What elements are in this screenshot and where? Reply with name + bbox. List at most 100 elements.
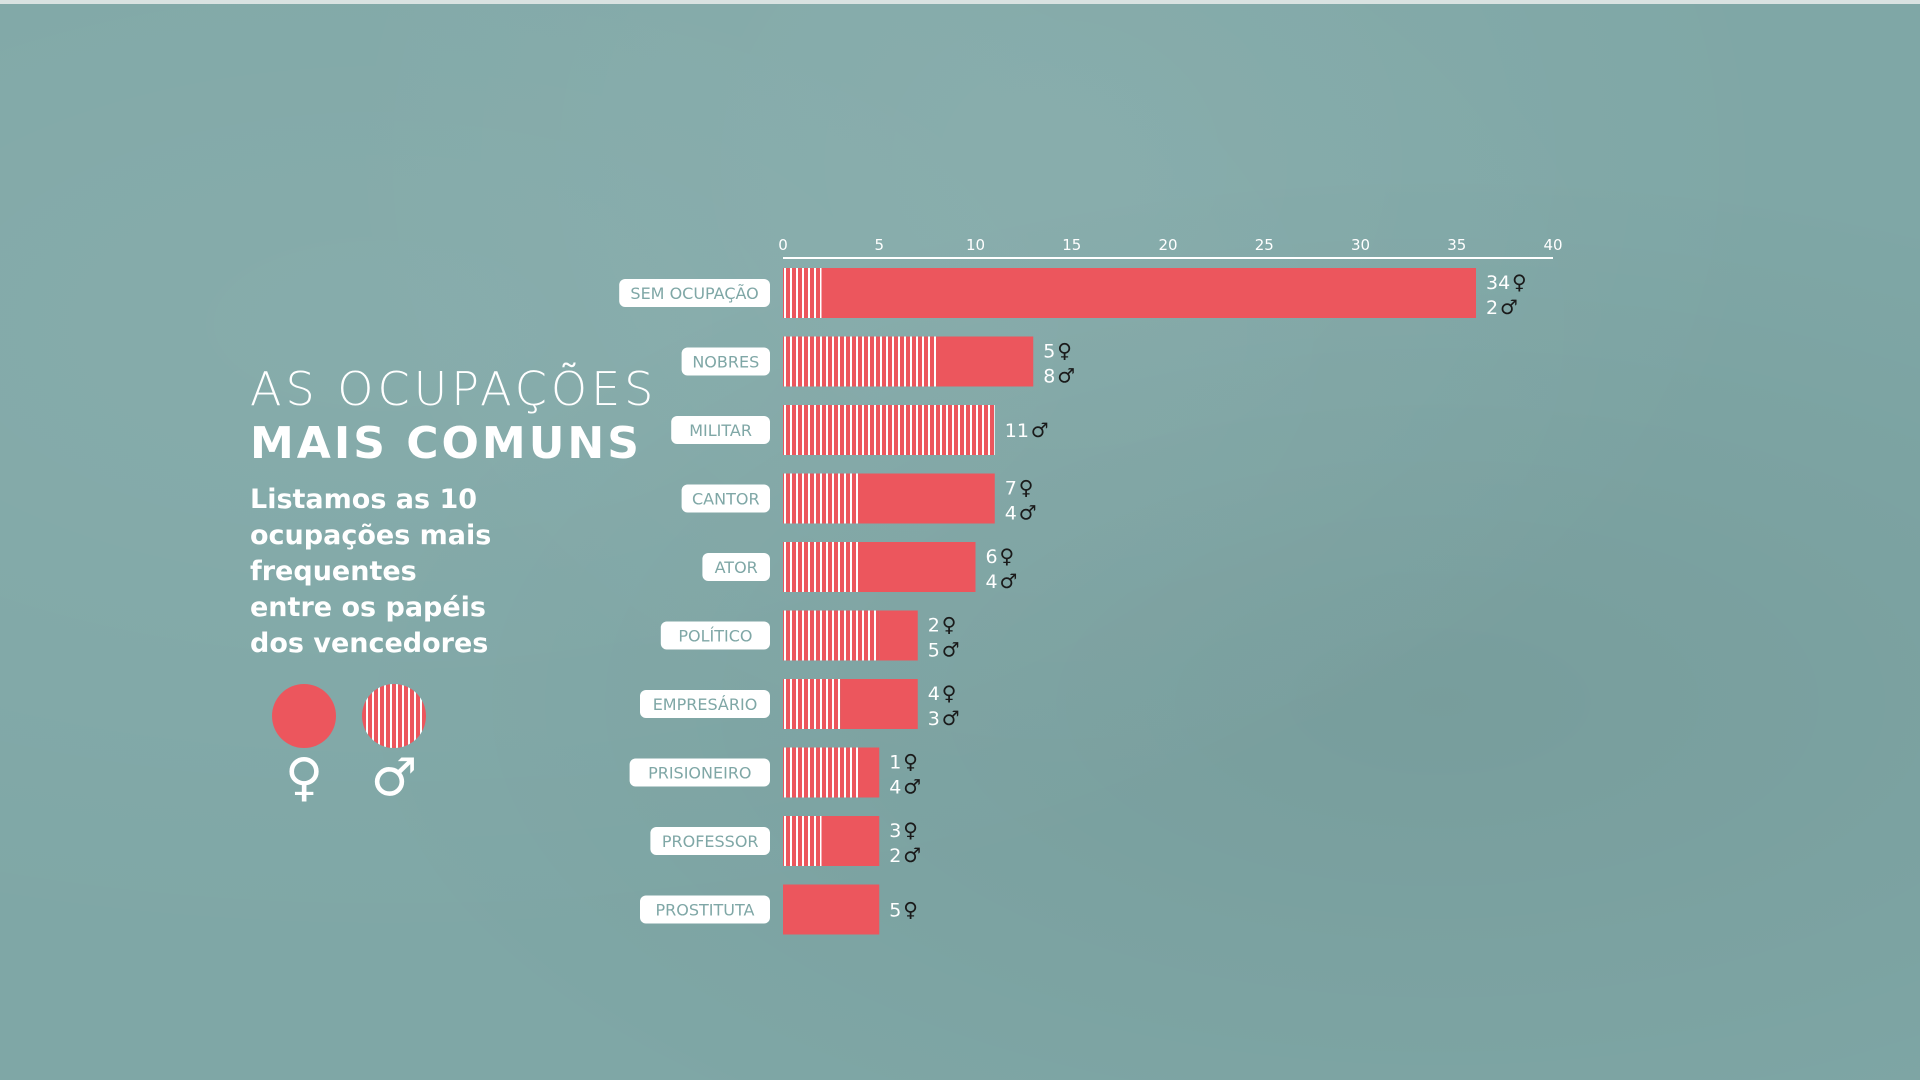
x-tick-label: 0 [778,236,788,254]
category-pill [702,553,770,581]
female-symbol-icon: ♀ [1019,476,1034,500]
female-symbol-icon: ♀ [1000,544,1015,568]
male-symbol-icon: ♂ [1000,569,1018,593]
data-label-value: 34 [1486,272,1510,294]
data-label-value: 2 [928,615,940,637]
category-label: NOBRES [692,353,759,372]
x-tick-label: 10 [966,236,985,254]
chart-title-line2: MAIS COMUNS [250,418,642,469]
category-label: PROSTITUTA [656,901,755,920]
chart-subtitle: Listamos as 10 ocupações mais frequentes… [250,482,510,662]
category-label: MILITAR [689,421,752,440]
category-pill [660,621,770,650]
category-label: POLÍTICO [678,627,752,646]
female-symbol-icon: ♀ [903,818,918,842]
category-label: PROFESSOR [662,832,759,851]
subtitle-line: Listamos as 10 [250,484,478,515]
data-label-value: 4 [928,683,940,705]
female-symbol-icon: ♀ [903,750,918,774]
bar-female [937,336,1034,387]
legend-male-swatch [362,684,426,748]
category-pill [629,758,770,787]
category-pill [640,895,770,924]
data-label-value: 1 [889,752,901,774]
data-label-value: 3 [928,708,940,730]
data-label-value: 5 [928,640,940,662]
chart-title-line1: AS OCUPAÇÕES [250,362,658,416]
male-symbol-icon: ♂ [1057,364,1075,388]
female-symbol-icon: ♀ [284,748,324,808]
x-axis: 0 5 10 15 20 25 30 35 40 [778,236,1563,259]
bar-male [783,336,937,387]
bar-female [821,816,880,866]
x-tick-label: 35 [1447,236,1466,254]
data-label-value: 5 [1043,341,1055,363]
bar-female [860,542,976,592]
bar-male [783,268,822,318]
female-symbol-icon: ♀ [1512,270,1527,294]
data-label-value: 11 [1005,420,1029,442]
female-symbol-icon: ♀ [903,898,918,922]
data-label-value: 2 [889,845,901,867]
category-pill [681,347,770,376]
data-label-value: 2 [1486,297,1498,319]
category-label: ATOR [715,558,758,577]
bar-female [860,473,995,524]
bars: SEM OCUPAÇÃO 34 ♀2 ♂NOBRES 5 ♀8 ♂MILITAR 11 ♂CAN… [619,268,1527,935]
category-pill [650,827,770,855]
bar-female [860,747,880,798]
category-label: EMPRESÁRIO [653,695,758,714]
category-pill [671,416,770,444]
bar-male [783,747,860,798]
data-label-value: 6 [986,546,998,568]
category-label: CANTOR [692,490,760,509]
category-pill [681,484,770,513]
x-tick-label: 20 [1158,236,1177,254]
subtitle-line: dos vencedores [250,628,489,659]
data-label-value: 5 [889,900,901,922]
data-label-value: 8 [1043,366,1055,388]
male-symbol-icon: ♂ [942,706,960,730]
data-label-value: 4 [986,571,998,593]
bar-male [783,610,880,661]
data-label-value: 4 [1005,503,1017,525]
bar-male [783,473,860,524]
bar-male [783,816,822,866]
male-symbol-icon: ♂ [370,748,418,808]
male-symbol-icon: ♂ [942,638,960,662]
category-label: PRISIONEIRO [648,764,751,783]
female-symbol-icon: ♀ [1057,339,1072,363]
male-symbol-icon: ♂ [903,843,921,867]
x-tick-label: 15 [1062,236,1081,254]
x-tick-label: 25 [1255,236,1274,254]
bar-male [783,679,841,729]
bar-male [783,542,860,592]
x-tick-label: 30 [1351,236,1370,254]
category-pill [619,279,770,307]
male-symbol-icon: ♂ [1031,418,1049,442]
top-border [0,0,1920,4]
legend-female-swatch [272,684,336,748]
male-symbol-icon: ♂ [1019,501,1037,525]
x-tick-label: 5 [874,236,884,254]
male-symbol-icon: ♂ [903,775,921,799]
bar-female [879,610,918,661]
subtitle-line: entre os papéis [250,592,486,623]
bar-female [840,679,918,729]
subtitle-line: ocupações mais [250,520,492,551]
subtitle-line: frequentes [250,556,417,587]
female-symbol-icon: ♀ [942,613,957,637]
male-symbol-icon: ♂ [1500,295,1518,319]
x-tick-label: 40 [1543,236,1562,254]
data-label-value: 4 [889,777,901,799]
data-label-value: 3 [889,820,901,842]
bar-female [821,268,1476,318]
bar-female [783,884,880,935]
bar-male [783,405,995,455]
female-symbol-icon: ♀ [942,681,957,705]
category-label: SEM OCUPAÇÃO [630,284,758,303]
data-label-value: 7 [1005,478,1017,500]
category-pill [640,690,770,718]
